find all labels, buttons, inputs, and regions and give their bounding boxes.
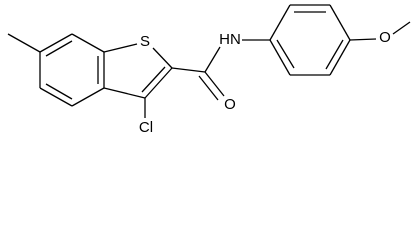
bonds [7,4,411,118]
atom-label: O [379,29,391,46]
atom-label: O [224,96,236,113]
page: {"atoms": [{"label": "S"}, {"label": "HN… [7,4,411,136]
atom-label: HN [219,31,241,48]
molecule: S HN O O Cl [7,4,411,136]
atom-label: Cl [139,119,153,136]
atom-label: S [140,33,150,50]
